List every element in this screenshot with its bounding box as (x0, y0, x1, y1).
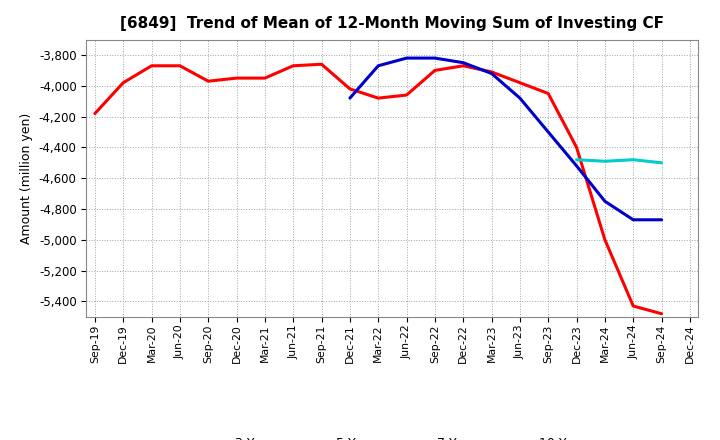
Legend: 3 Years, 5 Years, 7 Years, 10 Years: 3 Years, 5 Years, 7 Years, 10 Years (188, 432, 597, 440)
Title: [6849]  Trend of Mean of 12-Month Moving Sum of Investing CF: [6849] Trend of Mean of 12-Month Moving … (120, 16, 665, 32)
Y-axis label: Amount (million yen): Amount (million yen) (20, 113, 33, 244)
